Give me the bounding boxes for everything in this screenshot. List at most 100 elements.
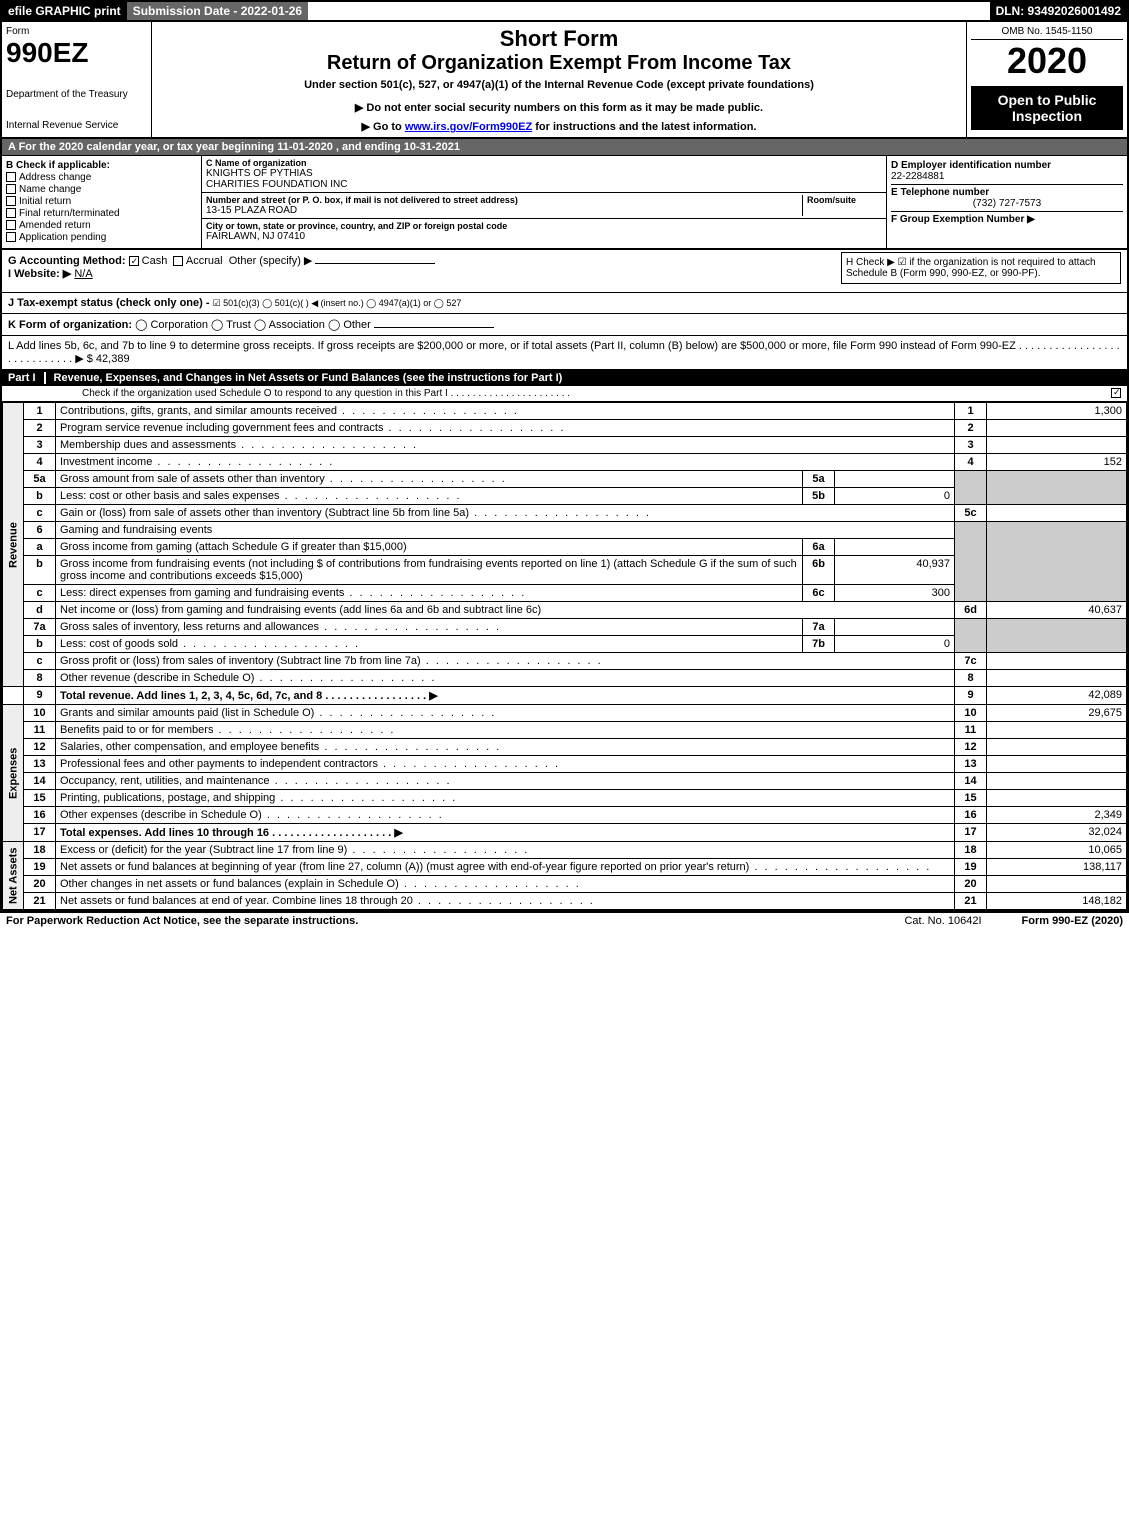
line-rval bbox=[987, 722, 1127, 739]
part1-note: Check if the organization used Schedule … bbox=[2, 386, 1127, 402]
spacer bbox=[308, 2, 989, 20]
chk-label: Initial return bbox=[19, 196, 71, 207]
goto-suffix: for instructions and the latest informat… bbox=[532, 121, 756, 133]
line-rval: 138,117 bbox=[987, 859, 1127, 876]
dept-treasury: Department of the Treasury bbox=[6, 89, 147, 100]
chk-name-change[interactable]: Name change bbox=[6, 184, 197, 195]
line-midnum: 5b bbox=[803, 488, 835, 505]
shade bbox=[987, 522, 1127, 602]
line-num: a bbox=[24, 539, 56, 556]
line-desc: Other expenses (describe in Schedule O) bbox=[56, 807, 955, 824]
line-16: 16Other expenses (describe in Schedule O… bbox=[3, 807, 1127, 824]
line-midnum: 6c bbox=[803, 585, 835, 602]
chk-application-pending[interactable]: Application pending bbox=[6, 232, 197, 243]
chk-cash[interactable] bbox=[129, 256, 139, 266]
line-desc: Printing, publications, postage, and shi… bbox=[56, 790, 955, 807]
chk-address-change[interactable]: Address change bbox=[6, 172, 197, 183]
shade bbox=[955, 522, 987, 602]
line-rval bbox=[987, 653, 1127, 670]
line-num: 16 bbox=[24, 807, 56, 824]
chk-label: Name change bbox=[19, 184, 81, 195]
part1-note-text: Check if the organization used Schedule … bbox=[82, 388, 570, 399]
line-desc: Grants and similar amounts paid (list in… bbox=[56, 705, 955, 722]
line-5c: cGain or (loss) from sale of assets othe… bbox=[3, 505, 1127, 522]
chk-final-return[interactable]: Final return/terminated bbox=[6, 208, 197, 219]
goto-link[interactable]: www.irs.gov/Form990EZ bbox=[405, 121, 532, 133]
line-midnum: 6b bbox=[803, 556, 835, 585]
line-rnum: 1 bbox=[955, 403, 987, 420]
line-rnum: 19 bbox=[955, 859, 987, 876]
shade bbox=[987, 471, 1127, 505]
line-rval bbox=[987, 505, 1127, 522]
line-num: 11 bbox=[24, 722, 56, 739]
line-rval: 148,182 bbox=[987, 893, 1127, 910]
k-label: K Form of organization: bbox=[8, 319, 132, 331]
line-rval bbox=[987, 773, 1127, 790]
line-num: 1 bbox=[24, 403, 56, 420]
k-other-line bbox=[374, 327, 494, 328]
form-word: Form bbox=[6, 26, 147, 37]
street-value: 13-15 PLAZA ROAD bbox=[206, 205, 802, 216]
chk-amended-return[interactable]: Amended return bbox=[6, 220, 197, 231]
line-rval bbox=[987, 420, 1127, 437]
line-num: 19 bbox=[24, 859, 56, 876]
line-desc: Gross amount from sale of assets other t… bbox=[56, 471, 803, 488]
line-rnum: 7c bbox=[955, 653, 987, 670]
line-rnum: 2 bbox=[955, 420, 987, 437]
open-to-public: Open to Public Inspection bbox=[971, 86, 1123, 130]
city-value: FAIRLAWN, NJ 07410 bbox=[206, 231, 882, 242]
line-rval: 152 bbox=[987, 454, 1127, 471]
return-title: Return of Organization Exempt From Incom… bbox=[156, 52, 962, 75]
other-label: Other (specify) ▶ bbox=[229, 255, 313, 267]
shade bbox=[955, 619, 987, 653]
street-cell: Number and street (or P. O. box, if mail… bbox=[202, 193, 886, 219]
section-c: C Name of organization KNIGHTS OF PYTHIA… bbox=[202, 156, 887, 248]
irs-label: Internal Revenue Service bbox=[6, 120, 147, 131]
line-num: 5a bbox=[24, 471, 56, 488]
line-rval bbox=[987, 876, 1127, 893]
line-desc: Total revenue. Add lines 1, 2, 3, 4, 5c,… bbox=[56, 687, 955, 705]
blank-side bbox=[3, 687, 24, 705]
line-6: 6Gaming and fundraising events bbox=[3, 522, 1127, 539]
line-num: 7a bbox=[24, 619, 56, 636]
line-num: 3 bbox=[24, 437, 56, 454]
line-rnum: 6d bbox=[955, 602, 987, 619]
line-rnum: 5c bbox=[955, 505, 987, 522]
line-rval: 40,637 bbox=[987, 602, 1127, 619]
city-cell: City or town, state or province, country… bbox=[202, 219, 886, 244]
line-desc: Salaries, other compensation, and employ… bbox=[56, 739, 955, 756]
line-rnum: 18 bbox=[955, 842, 987, 859]
header-left: Form 990EZ Department of the Treasury In… bbox=[2, 22, 152, 137]
line-8: 8Other revenue (describe in Schedule O)8 bbox=[3, 670, 1127, 687]
line-rnum: 12 bbox=[955, 739, 987, 756]
ein-row: D Employer identification number 22-2284… bbox=[891, 158, 1123, 185]
under-section: Under section 501(c), 527, or 4947(a)(1)… bbox=[156, 79, 962, 91]
section-def: D Employer identification number 22-2284… bbox=[887, 156, 1127, 248]
line-desc: Gross sales of inventory, less returns a… bbox=[56, 619, 803, 636]
paperwork-notice: For Paperwork Reduction Act Notice, see … bbox=[6, 915, 864, 927]
street-label: Number and street (or P. O. box, if mail… bbox=[206, 195, 802, 205]
line-desc: Gross income from fundraising events (no… bbox=[56, 556, 803, 585]
chk-schedule-o[interactable] bbox=[1111, 388, 1121, 398]
org-name: KNIGHTS OF PYTHIAS CHARITIES FOUNDATION … bbox=[206, 168, 882, 190]
line-rnum: 9 bbox=[955, 687, 987, 705]
chk-accrual[interactable] bbox=[173, 256, 183, 266]
line-midnum: 6a bbox=[803, 539, 835, 556]
line-18: Net Assets18Excess or (deficit) for the … bbox=[3, 842, 1127, 859]
chk-initial-return[interactable]: Initial return bbox=[6, 196, 197, 207]
section-g-h: H Check ▶ ☑ if the organization is not r… bbox=[2, 250, 1127, 293]
group-label: F Group Exemption Number ▶ bbox=[891, 214, 1123, 225]
line-desc: Other revenue (describe in Schedule O) bbox=[56, 670, 955, 687]
line-17: 17Total expenses. Add lines 10 through 1… bbox=[3, 824, 1127, 842]
expenses-side-label: Expenses bbox=[3, 705, 24, 842]
line-rnum: 11 bbox=[955, 722, 987, 739]
line-12: 12Salaries, other compensation, and empl… bbox=[3, 739, 1127, 756]
line-rval: 2,349 bbox=[987, 807, 1127, 824]
line-desc: Program service revenue including govern… bbox=[56, 420, 955, 437]
tax-year: 2020 bbox=[971, 40, 1123, 82]
org-name-cell: C Name of organization KNIGHTS OF PYTHIA… bbox=[202, 156, 886, 193]
line-midnum: 7a bbox=[803, 619, 835, 636]
cat-no: Cat. No. 10642I bbox=[904, 915, 981, 927]
line-rval: 42,089 bbox=[987, 687, 1127, 705]
line-num: b bbox=[24, 636, 56, 653]
